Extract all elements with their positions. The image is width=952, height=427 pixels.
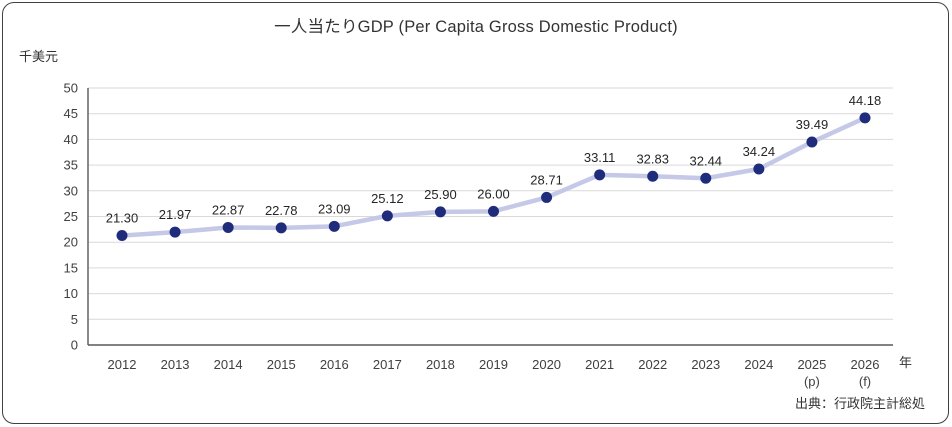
- data-point-marker: [381, 210, 393, 222]
- x-tick-label: 2024: [744, 357, 773, 372]
- gdp-series-line: [119, 115, 868, 238]
- data-point-marker: [488, 205, 499, 217]
- y-axis-unit-label: 千美元: [19, 49, 59, 64]
- data-point-marker: [169, 226, 181, 238]
- y-tick-label: 45: [64, 106, 78, 121]
- y-tick-label: 30: [64, 183, 78, 198]
- x-tick-label: 2016: [320, 357, 349, 372]
- x-tick-label: 2012: [108, 357, 137, 372]
- data-point-marker: [753, 163, 765, 175]
- data-point-marker: [647, 170, 659, 182]
- x-tick-label: 2023: [691, 357, 720, 372]
- x-tick-label: 2019: [479, 357, 508, 372]
- x-tick-sublabel: (f): [859, 374, 871, 389]
- y-tick-label: 10: [64, 286, 78, 301]
- data-point-label: 44.18: [849, 93, 882, 108]
- data-point-label: 26.00: [477, 186, 510, 201]
- data-point-label: 22.78: [265, 203, 298, 218]
- data-point-marker: [328, 220, 340, 232]
- data-point-label: 21.97: [159, 207, 192, 222]
- x-tick-label: 2018: [426, 357, 455, 372]
- x-tick-label: 2017: [373, 357, 402, 372]
- data-point-label: 39.49: [796, 117, 829, 132]
- x-tick-label: 2013: [161, 357, 190, 372]
- data-point-label: 25.90: [424, 187, 457, 202]
- x-tick-label: 2026: [851, 357, 880, 372]
- x-tick-label: 2020: [532, 357, 561, 372]
- data-point-marker: [116, 230, 128, 242]
- data-point-marker: [859, 112, 871, 124]
- x-tick-sublabel: (p): [804, 374, 820, 389]
- y-tick-label: 0: [71, 338, 78, 353]
- data-point-label: 32.83: [636, 151, 669, 166]
- y-tick-label: 40: [64, 132, 78, 147]
- data-point-label: 34.24: [743, 144, 776, 159]
- data-point-label: 28.71: [530, 172, 563, 187]
- x-tick-label: 2025: [797, 357, 826, 372]
- data-point-marker: [594, 169, 606, 181]
- data-point-label: 32.44: [690, 153, 723, 168]
- data-point-marker: [541, 191, 553, 203]
- y-tick-label: 50: [64, 81, 78, 96]
- y-tick-label: 25: [64, 209, 78, 224]
- y-tick-label: 35: [64, 158, 78, 173]
- x-tick-label: 2022: [638, 357, 667, 372]
- x-tick-label: 2015: [267, 357, 296, 372]
- x-tick-label: 2014: [214, 357, 243, 372]
- data-point-marker: [275, 222, 287, 234]
- data-point-marker: [806, 136, 818, 148]
- data-point-label: 33.11: [584, 150, 616, 165]
- data-point-marker: [222, 221, 234, 233]
- source-caption: 出典：行政院主計総処: [794, 396, 925, 411]
- x-tick-label: 2021: [585, 357, 614, 372]
- data-point-label: 21.30: [106, 211, 139, 226]
- data-point-marker: [434, 206, 446, 218]
- data-point-marker: [700, 172, 712, 184]
- data-point-label: 23.09: [318, 201, 351, 216]
- x-axis-suffix-label: 年: [899, 355, 913, 370]
- data-point-label: 22.87: [212, 202, 245, 217]
- y-tick-label: 15: [64, 260, 78, 275]
- y-tick-label: 20: [64, 235, 78, 250]
- y-tick-label: 5: [71, 312, 78, 327]
- data-point-label: 25.12: [371, 191, 404, 206]
- chart-title: 一人当たりGDP (Per Capita Gross Domestic Prod…: [274, 18, 678, 36]
